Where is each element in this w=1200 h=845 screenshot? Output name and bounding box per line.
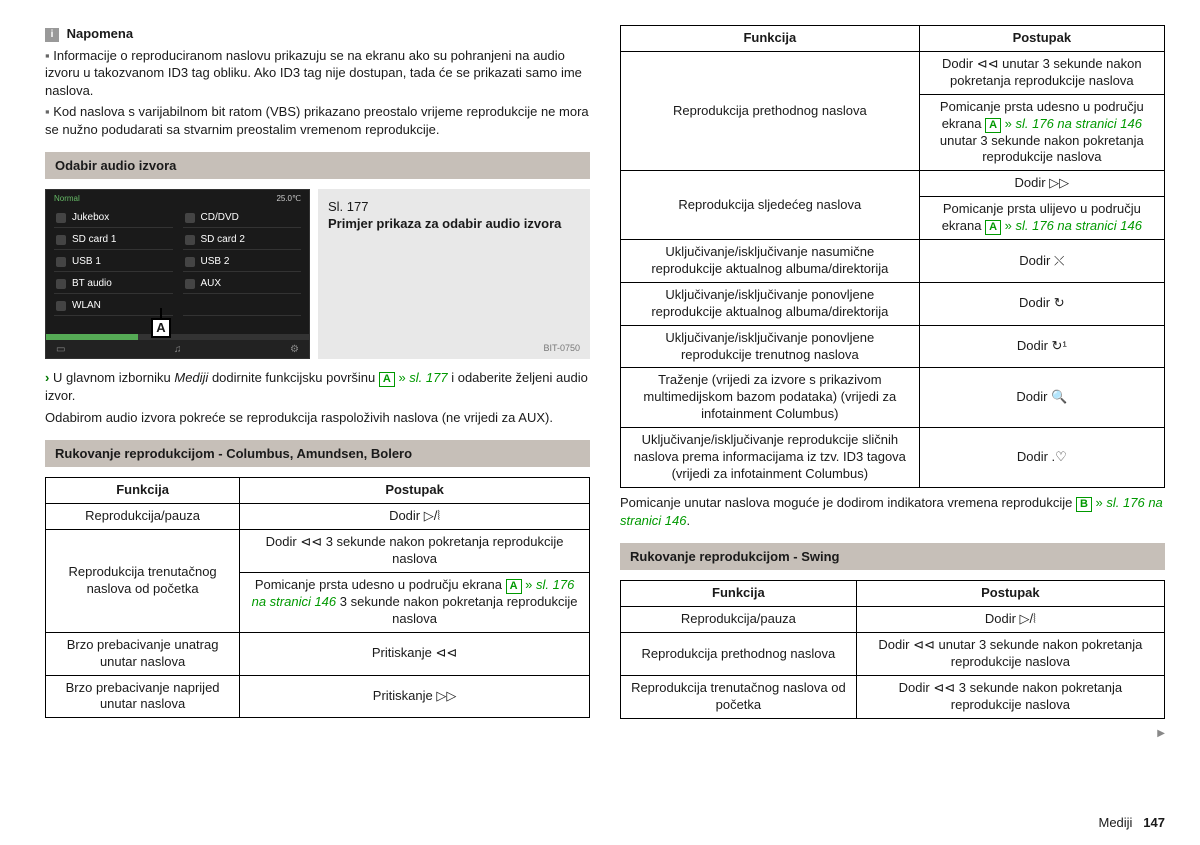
- cell: Reprodukcija trenutačnog naslova od poče…: [621, 675, 857, 718]
- section-audio-source: Odabir audio izvora: [45, 152, 590, 179]
- figure-title: Primjer prikaza za odabir audio izvora: [328, 216, 580, 231]
- cell: Dodir ▷/⦚: [856, 607, 1164, 633]
- cell: Uključivanje/isključivanje ponovljene re…: [621, 282, 920, 325]
- cell: Dodir ⊲⊲ 3 sekunde nakon pokretanja repr…: [240, 530, 590, 573]
- cell: Pritiskanje ⊲⊲: [240, 632, 590, 675]
- marker-a-ref: A: [379, 372, 395, 387]
- cell: Reprodukcija/pauza: [621, 607, 857, 633]
- fig-item: SD card 2: [183, 230, 302, 250]
- note-swipe: Pomicanje unutar naslova moguće je dodir…: [620, 494, 1165, 530]
- marker-a: A: [151, 318, 171, 338]
- fig-item: BT audio: [54, 274, 173, 294]
- cell: Dodir ▷▷: [919, 171, 1164, 197]
- figure-bit: BIT-0750: [543, 343, 580, 353]
- cell: Pomicanje prsta udesno u području ekrana…: [919, 94, 1164, 171]
- cell: Dodir 🔍: [919, 368, 1164, 428]
- fig-item: USB 2: [183, 252, 302, 272]
- cell: Reprodukcija/pauza: [46, 504, 240, 530]
- music-icon: ♫: [174, 344, 182, 355]
- fig-temp: 25.0℃: [276, 194, 301, 203]
- th-function: Funkcija: [621, 26, 920, 52]
- left-column: i Napomena Informacije o reproduciranom …: [45, 25, 590, 740]
- note-item-2: Kod naslova s varijabilnom bit ratom (VB…: [45, 103, 590, 138]
- fig-item: Jukebox: [54, 208, 173, 228]
- gear-icon: ⚙: [290, 344, 299, 355]
- cell: Dodir .♡: [919, 428, 1164, 488]
- cell: Dodir ⊲⊲ 3 sekunde nakon pokretanja repr…: [856, 675, 1164, 718]
- fig-item: [183, 296, 302, 316]
- figure-row: Normal 25.0℃ Jukebox CD/DVD SD card 1 SD…: [45, 189, 590, 359]
- th-action: Postupak: [240, 478, 590, 504]
- cell: Uključivanje/isključivanje ponovljene re…: [621, 325, 920, 368]
- continue-icon: ▶: [1157, 728, 1165, 739]
- info-icon: i: [45, 28, 59, 42]
- cell: Pomicanje prsta udesno u području ekrana…: [240, 572, 590, 632]
- cell: Reprodukcija prethodnog naslova: [621, 51, 920, 170]
- cell: Dodir ⊲⊲ unutar 3 sekunde nakon pokretan…: [919, 51, 1164, 94]
- cell: Dodir ⤬: [919, 240, 1164, 283]
- fig-item: SD card 1: [54, 230, 173, 250]
- instruction-2: Odabirom audio izvora pokreće se reprodu…: [45, 409, 590, 427]
- cell: Dodir ↻: [919, 282, 1164, 325]
- cell: Pomicanje prsta ulijevo u području ekran…: [919, 197, 1164, 240]
- cell: Reprodukcija trenutačnog naslova od poče…: [46, 530, 240, 633]
- instruction-1: › U glavnom izborniku Mediji dodirnite f…: [45, 369, 590, 405]
- cell: Dodir ▷/⦚: [240, 504, 590, 530]
- note-title: Napomena: [67, 26, 133, 41]
- note-item-1: Informacije o reproduciranom naslovu pri…: [45, 47, 590, 100]
- th-function: Funkcija: [621, 581, 857, 607]
- page-number: 147: [1143, 815, 1165, 830]
- table-playback-cab-cont: FunkcijaPostupak Reprodukcija prethodnog…: [620, 25, 1165, 488]
- right-column: FunkcijaPostupak Reprodukcija prethodnog…: [620, 25, 1165, 740]
- cell: Pritiskanje ▷▷: [240, 675, 590, 718]
- cell: Traženje (vrijedi za izvore s prikazivom…: [621, 368, 920, 428]
- table-playback-swing: FunkcijaPostupak Reprodukcija/pauzaDodir…: [620, 580, 1165, 718]
- note-heading: i Napomena: [45, 25, 590, 43]
- cell: Dodir ↻¹: [919, 325, 1164, 368]
- fig-item: WLAN: [54, 296, 173, 316]
- section-playback-cab: Rukovanje reprodukcijom - Columbus, Amun…: [45, 440, 590, 467]
- cell: Uključivanje/isključivanje reprodukcije …: [621, 428, 920, 488]
- footer-section: Mediji: [1098, 815, 1132, 830]
- cell: Brzo prebacivanje unatrag unutar naslova: [46, 632, 240, 675]
- fig-item: USB 1: [54, 252, 173, 272]
- section-playback-swing: Rukovanje reprodukcijom - Swing: [620, 543, 1165, 570]
- caret-icon: ›: [45, 370, 49, 385]
- marker-b-ref: B: [1076, 497, 1092, 512]
- figure-screenshot: Normal 25.0℃ Jukebox CD/DVD SD card 1 SD…: [45, 189, 310, 359]
- th-function: Funkcija: [46, 478, 240, 504]
- cell: Brzo prebacivanje naprijed unutar naslov…: [46, 675, 240, 718]
- table-playback-cab: FunkcijaPostupak Reprodukcija/pauzaDodir…: [45, 477, 590, 718]
- fig-item: CD/DVD: [183, 208, 302, 228]
- th-action: Postupak: [919, 26, 1164, 52]
- cell: Reprodukcija prethodnog naslova: [621, 633, 857, 676]
- cell: Reprodukcija sljedećeg naslova: [621, 171, 920, 240]
- nav-icon: ▭: [56, 344, 65, 355]
- cell: Uključivanje/isključivanje nasumične rep…: [621, 240, 920, 283]
- figure-caption: Sl. 177 Primjer prikaza za odabir audio …: [318, 189, 590, 359]
- th-action: Postupak: [856, 581, 1164, 607]
- fig-source-grid: Jukebox CD/DVD SD card 1 SD card 2 USB 1…: [54, 208, 301, 316]
- figure-number: Sl. 177: [328, 199, 580, 214]
- page-footer: Mediji 147: [1098, 815, 1165, 830]
- fig-item: AUX: [183, 274, 302, 294]
- fig-status: Normal: [54, 194, 80, 203]
- cell: Dodir ⊲⊲ unutar 3 sekunde nakon pokretan…: [856, 633, 1164, 676]
